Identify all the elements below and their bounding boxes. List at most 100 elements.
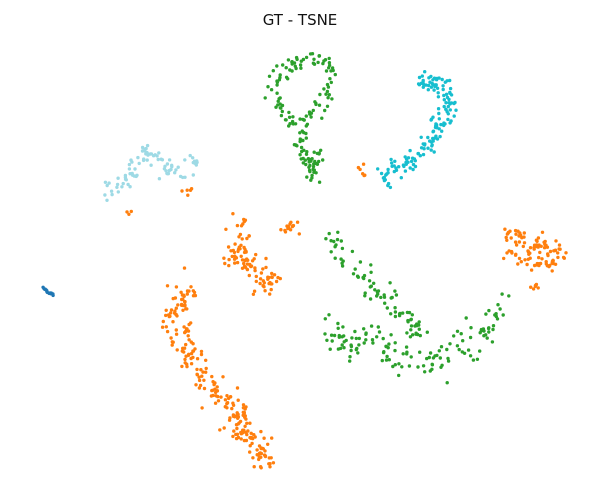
- scatter-point: [545, 245, 550, 249]
- scatter-point: [327, 63, 332, 68]
- scatter-point: [529, 268, 534, 272]
- scatter-point: [446, 117, 450, 122]
- scatter-point: [491, 324, 496, 328]
- scatter-point: [537, 262, 541, 266]
- scatter-point: [327, 313, 331, 317]
- scatter-point: [316, 60, 320, 65]
- scatter-point: [387, 342, 391, 346]
- scatter-point: [230, 406, 234, 411]
- scatter-point: [241, 222, 245, 226]
- scatter-point: [171, 320, 175, 324]
- scatter-point: [187, 338, 191, 342]
- scatter-point: [116, 190, 121, 194]
- scatter-point: [305, 150, 309, 154]
- scatter-point: [232, 257, 237, 261]
- scatter-point: [368, 297, 373, 301]
- scatter-point: [357, 343, 361, 347]
- scatter-point: [287, 115, 292, 120]
- scatter-point: [437, 349, 441, 353]
- scatter-point: [231, 434, 235, 439]
- scatter-point: [445, 95, 450, 100]
- scatter-point: [165, 284, 170, 288]
- scatter-point: [183, 175, 187, 179]
- scatter-point: [425, 356, 429, 361]
- scatter-point: [140, 149, 145, 153]
- scatter-point: [250, 441, 254, 446]
- scatter-point: [169, 308, 174, 312]
- scatter-point: [418, 350, 422, 354]
- scatter-point: [315, 151, 319, 156]
- scatter-point: [194, 383, 198, 387]
- scatter-point: [200, 374, 204, 378]
- scatter-point: [188, 153, 192, 158]
- scatter-point: [264, 265, 268, 270]
- scatter-point: [156, 157, 160, 162]
- scatter-point: [251, 456, 255, 460]
- scatter-point: [278, 73, 282, 77]
- scatter-point: [204, 370, 208, 374]
- scatter-point: [325, 89, 330, 94]
- scatter-point: [389, 333, 393, 337]
- scatter-point: [436, 95, 441, 99]
- scatter-point: [371, 341, 375, 345]
- scatter-point: [445, 381, 449, 385]
- scatter-point: [375, 335, 379, 339]
- scatter-point: [301, 161, 305, 165]
- scatter-point: [295, 220, 300, 224]
- scatter-point: [362, 273, 367, 278]
- scatter-point: [413, 164, 418, 169]
- scatter-point: [494, 312, 498, 316]
- scatter-point: [518, 231, 522, 235]
- scatter-point: [288, 68, 292, 72]
- scatter-point: [195, 372, 199, 376]
- scatter-point: [437, 117, 441, 121]
- scatter-point: [495, 317, 500, 321]
- scatter-point: [428, 80, 432, 84]
- scatter-point: [408, 335, 413, 339]
- scatter-point: [353, 329, 357, 334]
- scatter-point: [350, 249, 355, 254]
- scatter-point: [210, 374, 214, 379]
- scatter-point: [234, 432, 238, 437]
- scatter-point: [178, 174, 183, 179]
- scatter-point: [129, 209, 133, 214]
- scatter-point: [548, 249, 553, 254]
- scatter-point: [500, 292, 504, 296]
- scatter-series-0: [41, 285, 55, 298]
- scatter-point: [522, 231, 526, 235]
- scatter-point: [402, 164, 406, 169]
- scatter-point: [557, 247, 561, 251]
- scatter-point: [149, 152, 154, 156]
- scatter-point: [382, 175, 386, 180]
- scatter-point: [348, 359, 352, 363]
- scatter-point: [245, 432, 249, 437]
- scatter-point: [184, 342, 188, 347]
- scatter-point: [193, 347, 197, 351]
- scatter-point: [452, 114, 456, 118]
- scatter-point: [331, 68, 335, 73]
- scatter-point: [237, 421, 241, 425]
- scatter-point: [553, 248, 557, 253]
- scatter-point: [284, 75, 289, 80]
- scatter-point: [514, 243, 519, 247]
- scatter-point: [455, 344, 460, 348]
- scatter-point: [416, 82, 421, 86]
- scatter-point: [421, 364, 426, 368]
- scatter-point: [421, 152, 426, 157]
- scatter-point: [268, 465, 272, 469]
- scatter-point: [174, 168, 178, 172]
- scatter-point: [545, 264, 550, 268]
- scatter-point: [242, 410, 246, 415]
- scatter-point: [329, 80, 333, 85]
- scatter-point: [219, 395, 223, 399]
- scatter-point: [247, 273, 251, 278]
- scatter-point: [235, 426, 239, 431]
- scatter-point: [245, 421, 249, 425]
- scatter-point: [173, 171, 177, 175]
- scatter-point: [350, 336, 354, 340]
- scatter-point: [233, 242, 237, 246]
- scatter-point: [442, 98, 446, 102]
- scatter-point: [311, 164, 316, 169]
- scatter-point: [279, 228, 283, 232]
- scatter-point: [397, 165, 401, 169]
